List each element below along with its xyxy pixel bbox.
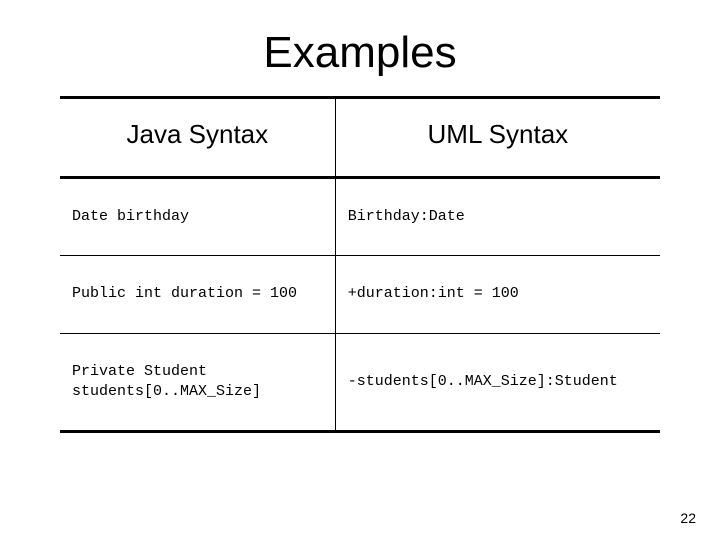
slide: Examples Java Syntax UML Syntax Date bir… — [0, 0, 720, 540]
cell-java: Date birthday — [60, 178, 335, 256]
cell-java: Private Studentstudents[0..MAX_Size] — [60, 333, 335, 432]
cell-uml: +duration:int = 100 — [335, 256, 660, 333]
column-header-java: Java Syntax — [60, 98, 335, 178]
cell-java: Public int duration = 100 — [60, 256, 335, 333]
table-header-row: Java Syntax UML Syntax — [60, 98, 660, 178]
syntax-comparison-table: Java Syntax UML Syntax Date birthday Bir… — [60, 96, 660, 433]
page-number: 22 — [680, 510, 696, 526]
slide-title: Examples — [0, 0, 720, 96]
table-row: Private Studentstudents[0..MAX_Size] -st… — [60, 333, 660, 432]
cell-uml: Birthday:Date — [335, 178, 660, 256]
column-header-uml: UML Syntax — [335, 98, 660, 178]
table-row: Date birthday Birthday:Date — [60, 178, 660, 256]
table-row: Public int duration = 100 +duration:int … — [60, 256, 660, 333]
cell-uml: -students[0..MAX_Size]:Student — [335, 333, 660, 432]
